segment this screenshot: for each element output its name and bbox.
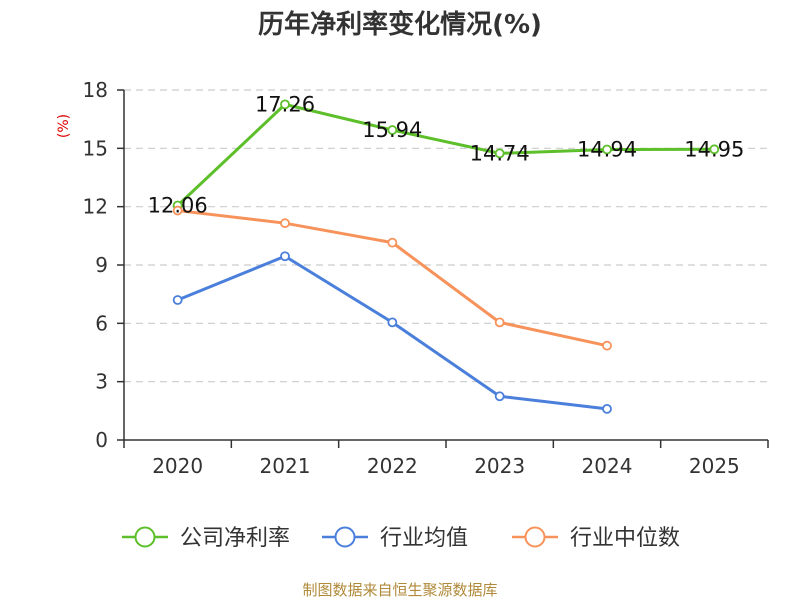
y-tick-label-18: 18 bbox=[83, 78, 108, 102]
series-line-0 bbox=[176, 102, 716, 207]
legend-marker-1 bbox=[334, 526, 356, 548]
grid-lines bbox=[124, 89, 768, 383]
series-lines bbox=[172, 99, 720, 414]
x-tick-label-2023: 2023 bbox=[474, 454, 525, 478]
series-1-point-2023 bbox=[494, 391, 505, 402]
legend-marker-2 bbox=[524, 526, 546, 548]
series-1-point-2022 bbox=[387, 317, 398, 328]
data-label-2020: 12.06 bbox=[148, 194, 208, 218]
axes: 0 3 6 9 12 15 18 2020 2021 2022 2023 2024 2025 bbox=[83, 78, 769, 478]
y-tick-label-6: 6 bbox=[95, 311, 108, 335]
series-2-point-2024 bbox=[602, 340, 612, 351]
data-label-2025: 14.95 bbox=[684, 137, 744, 161]
data-labels: 12.06 17.26 15.94 14.74 14.94 14.95 bbox=[148, 92, 745, 217]
source-footer: 制图数据来自恒生聚源数据库 bbox=[302, 581, 497, 599]
y-axis-unit-label: (%) bbox=[56, 114, 72, 138]
x-tick-label-2020: 2020 bbox=[152, 454, 203, 478]
series-0-point-2021 bbox=[280, 99, 290, 110]
series-0-point-2025 bbox=[709, 144, 720, 155]
legend-label-2: 行业中位数 bbox=[570, 526, 680, 551]
legend-marker-0 bbox=[134, 526, 156, 548]
x-tick-label-2021: 2021 bbox=[260, 454, 311, 478]
y-tick-label-0: 0 bbox=[95, 428, 108, 452]
legend-label-1: 行业均值 bbox=[380, 526, 468, 551]
y-tick-label-3: 3 bbox=[95, 370, 108, 394]
series-0-point-2023 bbox=[494, 148, 505, 159]
series-1-point-2020 bbox=[172, 295, 183, 305]
series-2-point-2023 bbox=[494, 317, 505, 328]
series-2-point-2020 bbox=[172, 205, 183, 216]
x-tick-label-2022: 2022 bbox=[367, 454, 418, 478]
legend: 公司净利率 行业均值 行业中位数 bbox=[122, 526, 680, 551]
data-label-2023: 14.74 bbox=[470, 141, 530, 165]
series-1-point-2021 bbox=[280, 251, 290, 262]
legend-label-0: 公司净利率 bbox=[180, 526, 290, 551]
data-label-2022: 15.94 bbox=[362, 118, 422, 142]
chart-title: 历年净利率变化情况(%) bbox=[258, 9, 542, 40]
x-tick-label-2025: 2025 bbox=[689, 454, 740, 478]
y-tick-label-12: 12 bbox=[83, 195, 108, 219]
series-1-point-2024 bbox=[602, 403, 612, 414]
data-label-2021: 17.26 bbox=[255, 92, 315, 116]
x-tick-label-2024: 2024 bbox=[582, 454, 633, 478]
series-2-point-2022 bbox=[387, 237, 398, 248]
data-label-2024: 14.94 bbox=[577, 138, 637, 162]
series-0-point-2022 bbox=[387, 125, 398, 135]
series-0-point-2024 bbox=[602, 144, 612, 155]
y-tick-label-9: 9 bbox=[95, 253, 108, 277]
series-2-point-2021 bbox=[280, 218, 290, 229]
y-tick-label-15: 15 bbox=[83, 136, 108, 160]
